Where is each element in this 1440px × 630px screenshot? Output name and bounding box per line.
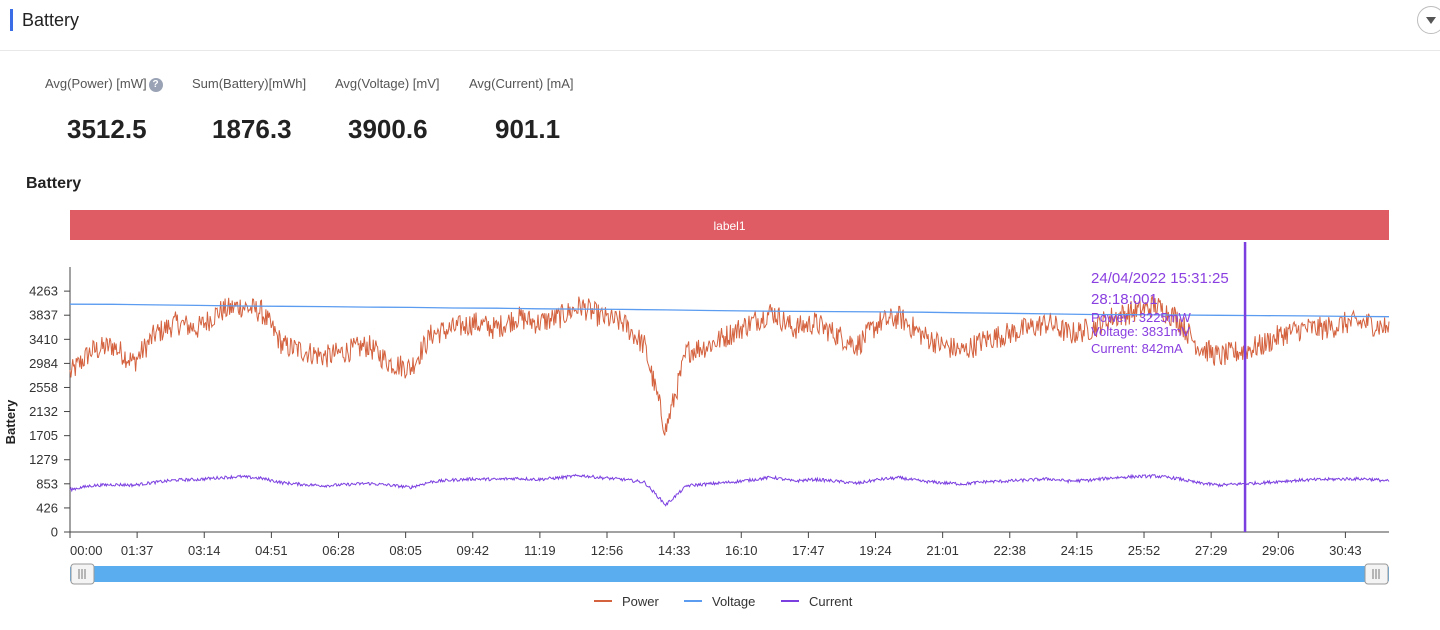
- label-band-text: label1: [713, 219, 745, 233]
- y-tick-label: 2558: [29, 380, 58, 395]
- x-tick-label: 29:06: [1262, 543, 1295, 558]
- series-line-voltage: [69, 303, 1390, 318]
- y-tick-label: 2984: [29, 356, 58, 371]
- series-line-power: [69, 295, 1390, 436]
- x-tick-label: 25:52: [1128, 543, 1161, 558]
- chart-section-title: Battery: [26, 175, 82, 192]
- legend-label-power: Power: [622, 594, 660, 609]
- tooltip-date: 24/04/2022 15:31:25: [1091, 270, 1229, 287]
- chart-legend: Power Voltage Current: [594, 594, 853, 609]
- x-tick-label: 12:56: [591, 543, 624, 558]
- tooltip-elapsed: 28:18:001: [1091, 291, 1158, 308]
- chevron-down-icon: [1426, 17, 1436, 24]
- x-tick-label: 00:00: [70, 543, 103, 558]
- x-tick-label: 03:14: [188, 543, 221, 558]
- legend-label-current: Current: [809, 594, 853, 609]
- metric-label-avg-power: Avg(Power) [mW]?: [45, 76, 163, 92]
- collapse-toggle-button[interactable]: [1417, 6, 1440, 34]
- battery-chart[interactable]: label1 0 426 853 1279 1705 2132 2558 2984 3410 38…: [0, 205, 1440, 625]
- tooltip-current: Current: 842mA: [1091, 341, 1183, 356]
- metric-value-avg-voltage: 3900.6: [348, 114, 428, 144]
- tooltip-voltage: Voltage: 3831mV: [1091, 324, 1190, 339]
- x-tick-label: 11:19: [524, 543, 556, 558]
- y-axis-title: Battery: [3, 399, 18, 445]
- y-tick-label: 1279: [29, 452, 58, 467]
- series-line-current: [69, 473, 1390, 507]
- x-tick-label: 24:15: [1061, 543, 1094, 558]
- y-tick-label: 1705: [29, 428, 58, 443]
- y-tick-label: 3837: [29, 308, 58, 323]
- y-tick-label: 4263: [29, 284, 58, 299]
- x-tick-label: 30:43: [1329, 543, 1362, 558]
- x-tick-label: 22:38: [993, 543, 1026, 558]
- legend-item-current[interactable]: Current: [781, 594, 853, 609]
- y-tick-label: 0: [51, 525, 58, 540]
- y-tick-label: 853: [36, 476, 58, 491]
- x-tick-label: 27:29: [1195, 543, 1228, 558]
- metric-label-avg-voltage: Avg(Voltage) [mV]: [335, 76, 440, 91]
- range-slider[interactable]: [70, 563, 1389, 585]
- x-tick-label: 09:42: [456, 543, 489, 558]
- x-tick-label: 17:47: [792, 543, 825, 558]
- x-tick-label: 14:33: [658, 543, 691, 558]
- y-tick-label: 426: [36, 500, 58, 515]
- x-tick-label: 16:10: [725, 543, 758, 558]
- tooltip-power: Power : 3225mW: [1091, 310, 1191, 325]
- x-tick-label: 06:28: [322, 543, 355, 558]
- metric-value-avg-current: 901.1: [495, 114, 561, 144]
- range-slider-left-handle[interactable]: [70, 563, 95, 585]
- hover-tooltip: 24/04/2022 15:31:25 28:18:001 Power : 32…: [1091, 242, 1247, 532]
- x-tick-label: 19:24: [859, 543, 892, 558]
- help-icon[interactable]: ?: [148, 78, 163, 92]
- metric-value-avg-power: 3512.5: [67, 114, 147, 144]
- y-tick-label: 2132: [29, 404, 58, 419]
- legend-item-voltage[interactable]: Voltage: [684, 594, 755, 609]
- y-tick-label: 3410: [29, 332, 58, 347]
- x-tick-label: 08:05: [389, 543, 422, 558]
- metric-label-sum-battery: Sum(Battery)[mWh]: [192, 76, 307, 91]
- panel-title: Battery: [22, 10, 80, 30]
- x-tick-label: 21:01: [926, 543, 959, 558]
- metric-label-avg-current: Avg(Current) [mA]: [469, 76, 574, 91]
- label-band: [70, 210, 1389, 240]
- range-slider-track[interactable]: [70, 566, 1389, 582]
- x-tick-label: 04:51: [255, 543, 288, 558]
- legend-item-power[interactable]: Power: [594, 594, 660, 609]
- range-slider-right-handle[interactable]: [1364, 563, 1389, 585]
- legend-label-voltage: Voltage: [712, 594, 755, 609]
- metric-value-sum-battery: 1876.3: [212, 114, 292, 144]
- panel-header: Battery: [0, 0, 1440, 51]
- x-tick-label: 01:37: [121, 543, 154, 558]
- header-accent-bar: [10, 9, 13, 31]
